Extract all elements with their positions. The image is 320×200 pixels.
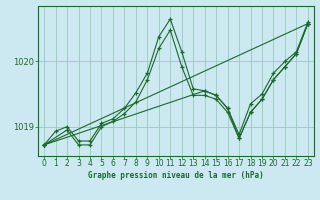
X-axis label: Graphe pression niveau de la mer (hPa): Graphe pression niveau de la mer (hPa): [88, 171, 264, 180]
